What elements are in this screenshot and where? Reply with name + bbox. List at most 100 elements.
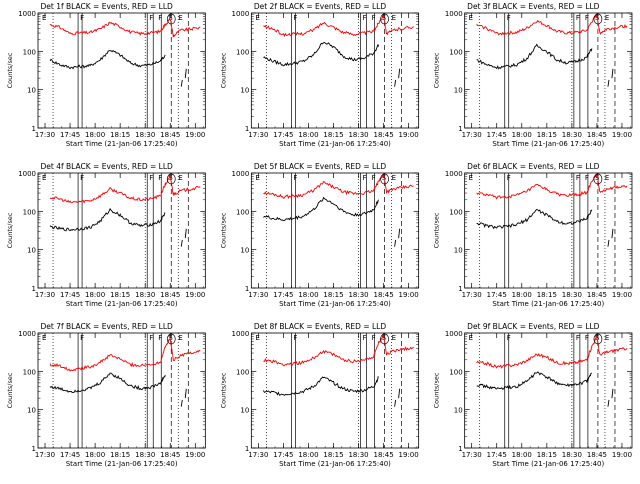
x-tick-label: 18:00 — [512, 451, 532, 459]
plot-frame — [37, 332, 206, 449]
marker-letter: E — [605, 174, 609, 182]
chart-title: Det 6f BLACK = Events, RED = LLD — [467, 162, 600, 171]
y-tick-label: 1000 — [445, 10, 463, 18]
plot-frame — [250, 12, 420, 129]
marker-letter: F — [363, 174, 367, 182]
peak-circle-marker — [380, 13, 389, 25]
y-tick-label: 1 — [458, 445, 462, 453]
events-fragment — [394, 79, 397, 87]
marker-letter: F — [363, 334, 367, 342]
marker-letter: F — [507, 334, 511, 342]
chart-panel-5: Det 5f BLACK = Events, RED = LLD 1 10 100 10… — [219, 162, 420, 308]
y-tick-label: 100 — [449, 368, 462, 376]
marker-letter: F — [293, 14, 297, 22]
x-axis-label: Start Time (21-Jan-06 17:25:40) — [492, 460, 604, 468]
plot-frame — [250, 172, 420, 289]
y-tick-label: 10 — [240, 87, 249, 95]
x-tick-label: 18:30 — [135, 131, 155, 139]
plot-frame — [464, 12, 633, 129]
chart-title: Det 9f BLACK = Events, RED = LLD — [467, 322, 600, 331]
x-tick-label: 18:15 — [537, 291, 557, 299]
marker-letter: F — [372, 14, 376, 22]
lld-rate-line — [476, 335, 628, 369]
marker-letter: F — [293, 334, 297, 342]
x-tick-label: 18:00 — [298, 291, 318, 299]
chart-panel-1: Det 1f BLACK = Events, RED = LLD 1 10 100 10… — [6, 2, 206, 148]
x-tick-label: 18:30 — [348, 131, 368, 139]
x-tick-label: 18:15 — [537, 451, 557, 459]
plot-frame — [464, 172, 633, 289]
events-fragment — [184, 68, 187, 79]
lld-rate-line — [263, 333, 414, 367]
events-rate-line — [263, 375, 379, 396]
x-tick-label: 18:45 — [160, 291, 180, 299]
lld-rate-line — [49, 337, 201, 372]
y-axis-label: Counts/sec — [433, 372, 441, 408]
marker-letter: E — [42, 14, 46, 22]
x-tick-label: 18:00 — [85, 291, 105, 299]
y-tick-label: 1 — [245, 445, 249, 453]
x-tick-label: 18:45 — [160, 131, 180, 139]
y-tick-label: 1000 — [232, 170, 250, 178]
events-rate-line — [49, 49, 166, 70]
chart-title: Det 1f BLACK = Events, RED = LLD — [41, 2, 174, 11]
marker-letter: F — [507, 14, 511, 22]
chart-title: Det 4f BLACK = Events, RED = LLD — [41, 162, 174, 171]
events-rate-line — [476, 371, 592, 391]
lld-rate-line — [263, 172, 414, 199]
peak-circle-marker — [593, 333, 603, 345]
x-tick-label: 17:45 — [273, 291, 293, 299]
x-tick-label: 19:00 — [399, 451, 419, 459]
events-rate-line — [263, 196, 379, 222]
marker-letter: F — [576, 174, 580, 182]
y-axis-label: Counts/sec — [219, 52, 227, 88]
marker-letter: E — [255, 14, 259, 22]
events-rate-line — [476, 43, 593, 70]
x-tick-label: 18:30 — [348, 291, 368, 299]
peak-circle-marker — [166, 13, 176, 25]
marker-letter: S — [168, 334, 173, 342]
x-tick-label: 18:15 — [323, 131, 343, 139]
marker-letter: E — [255, 334, 259, 342]
x-tick-label: 17:45 — [273, 131, 293, 139]
x-axis-label: Start Time (21-Jan-06 17:25:40) — [279, 140, 391, 148]
x-tick-label: 18:45 — [373, 451, 393, 459]
lld-rate-line — [476, 13, 628, 36]
peak-circle-marker — [593, 13, 603, 25]
events-fragment — [611, 68, 614, 79]
chart-panel-3: Det 3f BLACK = Events, RED = LLD 1 10 100 10… — [433, 2, 633, 148]
marker-letter: F — [576, 334, 580, 342]
y-axis-label: Counts/sec — [219, 212, 227, 248]
y-tick-label: 100 — [236, 208, 249, 216]
marker-letter: F — [149, 14, 153, 22]
x-tick-label: 18:15 — [110, 131, 130, 139]
marker-letter: E — [605, 14, 609, 22]
x-tick-label: 18:45 — [373, 131, 393, 139]
marker-letter: F — [80, 334, 84, 342]
marker-letter: F — [585, 14, 589, 22]
peak-circle-marker — [166, 173, 176, 185]
events-rate-line — [476, 208, 593, 230]
x-tick-label: 17:45 — [60, 451, 80, 459]
marker-letter: E — [605, 334, 609, 342]
peak-circle-marker — [593, 173, 603, 185]
marker-letter: E — [392, 334, 396, 342]
marker-letter: E — [42, 174, 46, 182]
x-tick-label: 18:30 — [562, 451, 582, 459]
x-tick-label: 17:45 — [273, 451, 293, 459]
x-tick-label: 18:00 — [85, 131, 105, 139]
marker-letter: E — [469, 334, 473, 342]
x-tick-label: 18:30 — [348, 451, 368, 459]
x-tick-label: 19:00 — [185, 451, 205, 459]
x-tick-label: 18:45 — [587, 451, 607, 459]
x-tick-label: 19:00 — [612, 131, 632, 139]
marker-letter: E — [469, 14, 473, 22]
events-fragment — [607, 399, 610, 407]
lld-rate-line — [263, 14, 414, 38]
chart-panel-6: Det 6f BLACK = Events, RED = LLD 1 10 100 10… — [433, 162, 633, 308]
x-tick-label: 18:15 — [323, 291, 343, 299]
x-tick-label: 18:30 — [135, 451, 155, 459]
x-tick-label: 18:30 — [562, 131, 582, 139]
x-axis-label: Start Time (21-Jan-06 17:25:40) — [279, 460, 391, 468]
